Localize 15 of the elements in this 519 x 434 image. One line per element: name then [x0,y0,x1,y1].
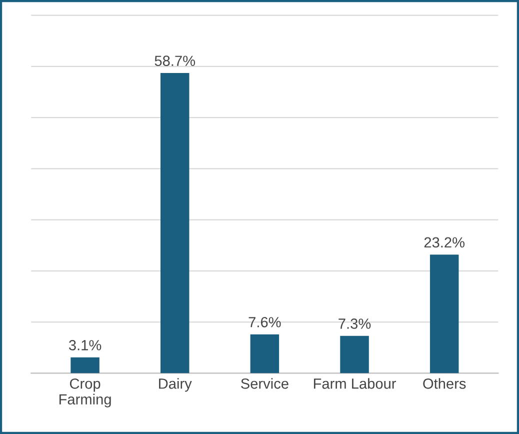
data-label: 7.6% [248,317,281,328]
bar [160,73,190,374]
bar [250,334,280,374]
x-tick-label: Others [423,378,466,389]
bar [70,357,100,374]
bar [340,336,369,374]
data-label: 58.7% [154,56,196,66]
x-tick-label: Farm Labour [314,378,396,389]
x-tick-label: Dairy [159,378,192,392]
bar [430,254,459,374]
data-label: 23.2% [424,237,464,248]
data-label: 7.3% [338,318,371,329]
x-tick-label: Crop Farming [59,378,111,408]
data-label: 3.1% [68,340,102,350]
x-tick-label: Service [241,378,288,389]
